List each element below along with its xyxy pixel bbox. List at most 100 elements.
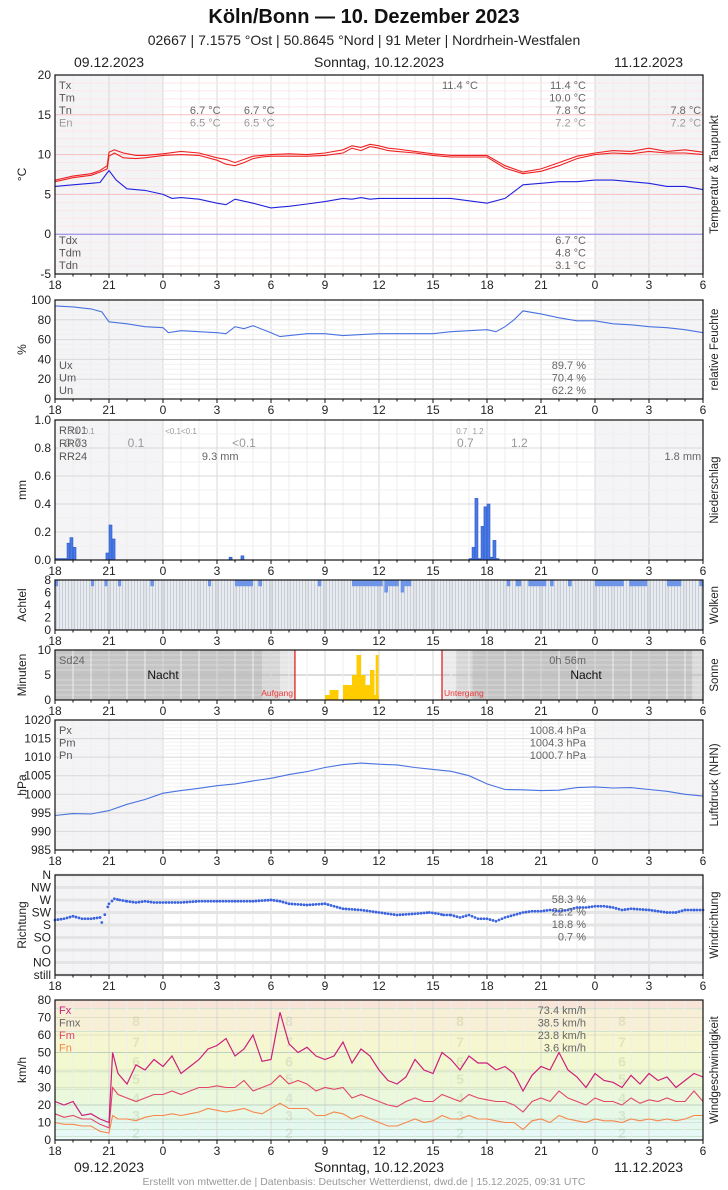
cloud-bar xyxy=(475,580,478,630)
cloud-bar xyxy=(361,580,364,630)
x-tick-label: 15 xyxy=(426,704,440,718)
precip-bar xyxy=(492,540,497,561)
x-tick-label: 18 xyxy=(48,1144,62,1158)
cloud-bar xyxy=(208,580,211,630)
cloud-bar xyxy=(268,580,271,630)
x-tick-label: 3 xyxy=(214,1144,221,1158)
beaufort-label: 6 xyxy=(618,1053,626,1069)
cloud-bar xyxy=(241,580,244,630)
cloud-bar xyxy=(388,580,391,630)
legend-value: 62.2 % xyxy=(552,385,586,397)
panel-title: Luftdruck (NHN) xyxy=(709,743,721,826)
wind-direction-panel: 58.3 %22.2 %18.8 %0.7 % 18 21 0 3 6 9 12 15 18 21 0… xyxy=(15,868,721,993)
beaufort-label: 8 xyxy=(456,1013,464,1029)
x-tick-label: 3 xyxy=(646,854,653,868)
beaufort-label: 3 xyxy=(456,1108,464,1124)
cloud-bar xyxy=(304,580,307,630)
x-tick-label: 3 xyxy=(214,403,221,417)
panel-title: Niederschlag xyxy=(709,456,721,523)
cloud-bar xyxy=(598,580,601,630)
beaufort-label: 2 xyxy=(132,1125,140,1141)
x-tick-label: 12 xyxy=(372,278,386,292)
cloud-bar xyxy=(610,580,613,630)
precip-bar xyxy=(486,503,491,561)
cloud-bar xyxy=(469,580,472,630)
x-tick-label: 12 xyxy=(372,403,386,417)
y-axis-label: km/h xyxy=(15,1057,29,1083)
cloud-bar xyxy=(508,580,511,630)
cloud-bar xyxy=(82,580,85,630)
cloud-bar xyxy=(145,580,148,630)
cloud-bar xyxy=(319,580,322,630)
svg-text:0.1: 0.1 xyxy=(84,427,96,436)
cloud-bar xyxy=(160,580,163,630)
beaufort-label: 4 xyxy=(132,1090,140,1106)
legend-value: 10.0 °C xyxy=(549,93,586,105)
x-tick-label: 6 xyxy=(700,278,707,292)
y-tick-label: 1000 xyxy=(24,787,51,801)
cloud-bar xyxy=(226,580,229,630)
x-tick-label: 18 xyxy=(480,403,494,417)
precip-bar xyxy=(111,538,116,561)
y-tick-label: NO xyxy=(33,956,51,970)
x-tick-label: 12 xyxy=(372,1144,386,1158)
cloud-bar xyxy=(652,580,655,630)
cloud-bar xyxy=(442,580,445,630)
sun-bar xyxy=(329,690,334,700)
y-tick-label: N xyxy=(42,868,51,882)
cloud-bar xyxy=(355,580,358,630)
cloud-bar xyxy=(565,580,568,630)
y-tick-label: 30 xyxy=(38,1081,52,1095)
cloud-bar xyxy=(532,580,535,630)
x-tick-label: 18 xyxy=(48,854,62,868)
cloud-bar xyxy=(193,580,196,630)
x-tick-label: 6 xyxy=(700,704,707,718)
cloud-bar xyxy=(466,580,469,630)
cloud-bar xyxy=(454,580,457,630)
cloud-bar xyxy=(232,580,235,630)
direction-percent: 58.3 % xyxy=(552,894,586,906)
cloud-bar xyxy=(253,580,256,630)
cloud-bar xyxy=(133,580,136,630)
y-tick-label: 0.8 xyxy=(34,441,51,455)
cloud-bar xyxy=(592,580,595,630)
cloud-bar xyxy=(139,580,142,630)
svg-text:0.7: 0.7 xyxy=(457,436,474,450)
svg-text:1.2: 1.2 xyxy=(511,436,528,450)
cloud-bar xyxy=(340,580,343,630)
x-tick-label: 0 xyxy=(160,278,167,292)
legend-label: Fmx xyxy=(59,1018,81,1030)
humidity-panel: Ux 89.7 % Um 70.4 % Un 62.2 % 18 21 0 3 6 9 12 15 18 21… xyxy=(15,293,721,417)
sun-bar xyxy=(343,685,348,700)
x-tick-label: 15 xyxy=(426,854,440,868)
cloud-bar xyxy=(619,580,622,630)
legend-label: Un xyxy=(59,385,73,397)
legend-label: Tdx xyxy=(59,235,78,247)
x-tick-label: 18 xyxy=(480,634,494,648)
cloud-bar xyxy=(337,580,340,630)
x-tick-label: 21 xyxy=(534,854,548,868)
direction-percent: 18.8 % xyxy=(552,919,586,931)
precip-bar xyxy=(66,542,71,561)
cloud-bar xyxy=(166,580,169,630)
legend-value: 6.7 °C xyxy=(244,105,275,117)
cloud-bar xyxy=(553,580,556,630)
x-tick-label: 21 xyxy=(102,854,116,868)
x-tick-label: 0 xyxy=(592,704,599,718)
y-tick-label: 40 xyxy=(38,1063,52,1077)
x-tick-label: 6 xyxy=(268,1144,275,1158)
x-tick-label: 6 xyxy=(700,403,707,417)
x-tick-label: 9 xyxy=(322,854,329,868)
legend-value: 73.4 km/h xyxy=(538,1005,586,1017)
y-tick-label: 10 xyxy=(38,1116,52,1130)
cloud-bar xyxy=(433,580,436,630)
y-tick-label: 4 xyxy=(44,598,51,612)
x-tick-label: 9 xyxy=(322,278,329,292)
x-tick-label: 12 xyxy=(372,854,386,868)
cloud-bar xyxy=(559,580,562,630)
x-tick-label: 18 xyxy=(48,704,62,718)
x-tick-label: 15 xyxy=(426,278,440,292)
y-tick-label: 2 xyxy=(44,611,51,625)
svg-text:RR03: RR03 xyxy=(59,438,87,450)
